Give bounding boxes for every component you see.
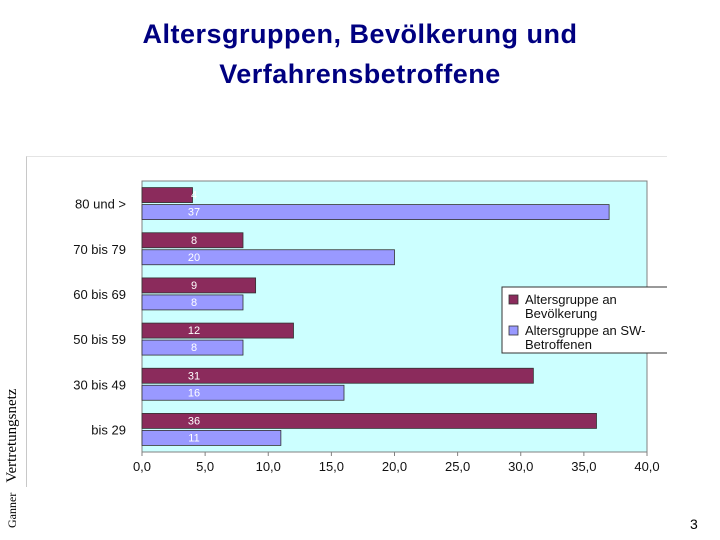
- x-tick-label: 10,0: [256, 459, 281, 474]
- legend-swatch: [508, 325, 519, 336]
- category-label: 30 bis 49: [73, 377, 126, 392]
- data-label: 9: [191, 280, 197, 292]
- bar-series-1: [141, 187, 193, 203]
- author-label: Ganner: [5, 492, 19, 528]
- legend-label: Altersgruppe an SW-: [525, 323, 645, 338]
- organization-label: Vertretungsnetz: [4, 388, 20, 483]
- bar-series-2: [141, 249, 395, 266]
- data-label: 8: [191, 297, 197, 309]
- bar-series-1: [141, 367, 534, 384]
- bar-series-2: [141, 204, 610, 220]
- bar-series-2: [141, 339, 244, 356]
- x-tick-label: 5,0: [196, 459, 214, 474]
- bars-layer: [141, 187, 610, 446]
- category-label: 50 bis 59: [73, 332, 126, 347]
- data-label: 16: [188, 387, 200, 399]
- data-label: 4: [191, 190, 197, 202]
- side-label: Ganner Vertretungsnetz: [4, 389, 21, 528]
- x-tick-label: 15,0: [319, 459, 344, 474]
- category-label: 80 und >: [75, 197, 126, 212]
- data-label: 11: [188, 432, 199, 444]
- bar-chart: 0,0 5,0 10,0 15,0 20,0 25,0 30,0 35,0 40,0 80 und…: [73, 180, 667, 474]
- data-label: 37: [188, 207, 200, 219]
- slide-title: Altersgruppen, Bevölkerung und Verfahren…: [60, 14, 660, 94]
- data-label: 12: [188, 325, 200, 337]
- title-line-1: Altersgruppen, Bevölkerung und: [142, 19, 578, 49]
- data-label: 36: [188, 415, 200, 427]
- title-line-2: Verfahrensbetroffene: [219, 59, 501, 89]
- legend-swatch: [508, 294, 519, 305]
- x-tick-label: 25,0: [445, 459, 470, 474]
- x-tick-label: 35,0: [571, 459, 596, 474]
- x-tick-label: 20,0: [382, 459, 407, 474]
- data-label: 20: [188, 252, 200, 264]
- legend-label: Altersgruppe an: [525, 292, 617, 307]
- data-label: 8: [191, 342, 197, 354]
- bar-series-2: [141, 384, 345, 401]
- bar-series-1: [141, 277, 257, 294]
- category-label: 70 bis 79: [73, 242, 126, 257]
- category-label: 60 bis 69: [73, 287, 126, 302]
- bar-series-1: [141, 322, 294, 339]
- chart-frame: 0,0 5,0 10,0 15,0 20,0 25,0 30,0 35,0 40,0 80 und…: [26, 156, 667, 487]
- labels-layer: 0,0 5,0 10,0 15,0 20,0 25,0 30,0 35,0 40,0 80 und…: [73, 190, 659, 474]
- bar-series-2: [141, 430, 282, 446]
- x-tick-label: 30,0: [508, 459, 533, 474]
- legend-label: Bevölkerung: [525, 306, 597, 321]
- data-label: 31: [188, 370, 200, 382]
- page-number: 3: [690, 516, 698, 532]
- x-tick-label: 0,0: [133, 459, 151, 474]
- bar-series-2: [141, 294, 244, 311]
- bar-series-1: [141, 232, 244, 249]
- x-tick-label: 40,0: [634, 459, 659, 474]
- legend-label: Betroffenen: [525, 337, 592, 352]
- legend-box: [501, 286, 667, 354]
- data-label: 8: [191, 235, 197, 247]
- category-label: bis 29: [91, 422, 126, 437]
- bar-series-1: [141, 413, 597, 429]
